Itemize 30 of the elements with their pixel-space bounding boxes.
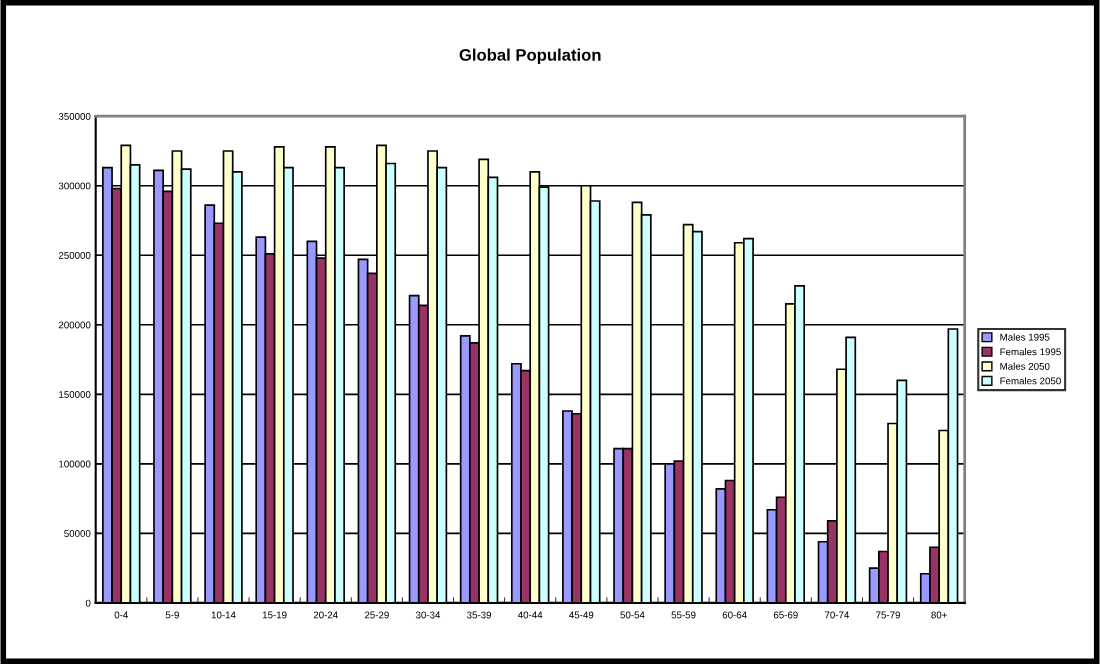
x-tick-label: 60-64	[722, 611, 747, 619]
legend-label: Males 1995	[1000, 333, 1050, 341]
chart-title: Global Population	[459, 48, 601, 65]
x-tick-label: 35-39	[467, 611, 492, 619]
legend-label: Females 1995	[1000, 348, 1061, 356]
legend-label: Males 2050	[1000, 362, 1050, 370]
y-tick-label: 350000	[58, 112, 91, 120]
x-tick-label: 5-9	[165, 611, 179, 619]
x-tick-label: 45-49	[569, 611, 594, 619]
x-tick-label: 55-59	[671, 611, 696, 619]
x-tick-label: 10-14	[211, 611, 236, 619]
y-tick-label: 200000	[58, 321, 91, 329]
y-tick-label: 250000	[58, 251, 91, 259]
x-tick-label: 20-24	[313, 611, 338, 619]
y-tick-label: 100000	[59, 460, 91, 468]
y-tick-label: 300000	[58, 182, 91, 190]
x-tick-label: 50-54	[620, 611, 645, 619]
x-tick-label: 30-34	[415, 611, 441, 619]
y-tick-label: 150000	[59, 391, 91, 398]
x-tick-label: 0-4	[114, 611, 128, 619]
x-tick-label: 70-74	[824, 611, 850, 619]
x-tick-label: 40-44	[517, 611, 543, 619]
x-tick-label: 65-69	[773, 611, 798, 619]
y-tick-label: 50000	[64, 530, 91, 537]
legend-label: Females 2050	[1000, 377, 1061, 385]
y-tick-label: 0	[85, 599, 91, 607]
x-tick-label: 25-29	[364, 611, 389, 619]
x-tick-label: 80+	[931, 611, 947, 619]
x-tick-label: 15-19	[262, 611, 287, 619]
x-tick-label: 75-79	[876, 611, 900, 619]
